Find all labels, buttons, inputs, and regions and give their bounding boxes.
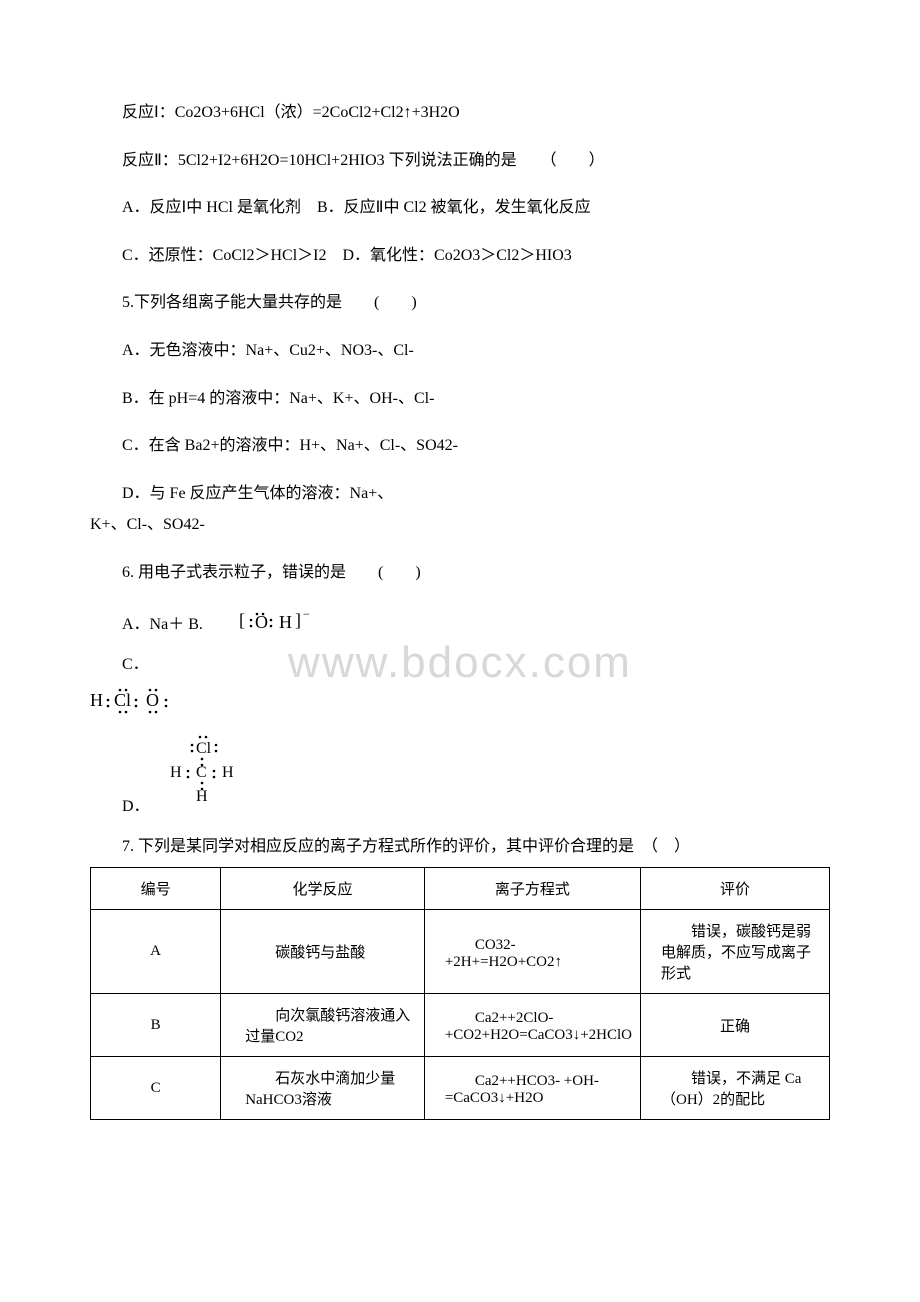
svg-text:C: C — [196, 764, 207, 781]
svg-text:]: ] — [295, 610, 301, 630]
th-reaction: 化学反应 — [221, 868, 425, 910]
svg-text:Cl: Cl — [114, 690, 131, 710]
q6-a-prefix: A．Na＋ B. — [122, 616, 203, 633]
document-body: 反应Ⅰ：Co2O3+6HCl（浓）=2CoCl2+Cl2↑+3H2O 反应Ⅱ：5… — [90, 100, 830, 1120]
table-row: B 向次氯酸钙溶液通入过量CO2 Ca2++2ClO- +CO2+H2O=CaC… — [91, 994, 830, 1057]
cell-eval: 错误，不满足 Ca（OH）2的配比 — [640, 1057, 829, 1120]
svg-text:[: [ — [239, 610, 245, 630]
hydroxide-lewis-icon: [ O H ] − — [207, 608, 329, 643]
q5-option-b: B．在 pH=4 的溶液中：Na+、K+、OH-、Cl- — [90, 386, 830, 412]
th-id: 编号 — [91, 868, 221, 910]
q6-option-ab: A．Na＋ B. [ O H ] − — [90, 608, 830, 643]
cell-reaction: 碳酸钙与盐酸 — [221, 910, 425, 994]
cell-ionic: CO32- +2H+=H2O+CO2↑ — [424, 910, 640, 994]
cell-id: A — [91, 910, 221, 994]
svg-text:H: H — [90, 690, 103, 710]
cell-eval: 错误，碳酸钙是弱电解质，不应写成离子形式 — [640, 910, 829, 994]
cell-reaction: 向次氯酸钙溶液通入过量CO2 — [221, 994, 425, 1057]
svg-text:O: O — [255, 612, 268, 632]
hclo-lewis-icon: H Cl O — [90, 684, 830, 719]
cell-ionic: Ca2++HCO3- +OH- =CaCO3↓+H2O — [424, 1057, 640, 1120]
q5-option-d-cont: K+、Cl-、SO42- — [90, 512, 830, 538]
th-eval: 评价 — [640, 868, 829, 910]
cell-id: B — [91, 994, 221, 1057]
q5-option-d: D．与 Fe 反应产生气体的溶液：Na+、 — [90, 481, 830, 507]
q6-option-d-wrap: Cl H C H H D． — [122, 733, 830, 816]
cell-reaction: 石灰水中滴加少量 NaHCO3溶液 — [221, 1057, 425, 1120]
svg-text:H: H — [196, 788, 208, 803]
q5-option-c: C．在含 Ba2+的溶液中：H+、Na+、Cl-、SO42- — [90, 433, 830, 459]
q4-option-a: A．反应Ⅰ中 HCl 是氧化剂 B．反应Ⅱ中 Cl2 被氧化，发生氧化反应 — [90, 195, 830, 221]
svg-text:H: H — [279, 612, 292, 632]
svg-text:H: H — [222, 764, 234, 781]
svg-text:Cl: Cl — [196, 740, 212, 757]
svg-text:O: O — [146, 690, 159, 710]
cell-ionic: Ca2++2ClO- +CO2+H2O=CaCO3↓+2HClO — [424, 994, 640, 1057]
q7-stem: 7. 下列是某同学对相应反应的离子方程式所作的评价，其中评价合理的是 （ ） — [90, 834, 830, 860]
table-header-row: 编号 化学反应 离子方程式 评价 — [91, 868, 830, 910]
th-ionic: 离子方程式 — [424, 868, 640, 910]
cell-id: C — [91, 1057, 221, 1120]
table-row: C 石灰水中滴加少量 NaHCO3溶液 Ca2++HCO3- +OH- =CaC… — [91, 1057, 830, 1120]
q6-stem: 6. 用电子式表示粒子，错误的是 ( ) — [90, 560, 830, 586]
q5-option-a: A．无色溶液中：Na+、Cu2+、NO3-、Cl- — [90, 338, 830, 364]
q7-table: 编号 化学反应 离子方程式 评价 A 碳酸钙与盐酸 CO32- +2H+=H2O… — [90, 867, 830, 1120]
svg-text:H: H — [170, 764, 182, 781]
table-row: A 碳酸钙与盐酸 CO32- +2H+=H2O+CO2↑ 错误，碳酸钙是弱电解质… — [91, 910, 830, 994]
q6-option-c: C． — [90, 652, 830, 678]
svg-text:−: − — [303, 608, 310, 621]
q5-stem: 5.下列各组离子能大量共存的是 ( ) — [90, 290, 830, 316]
q4-option-c: C．还原性：CoCl2＞HCl＞I2 D．氧化性：Co2O3＞Cl2＞HIO3 — [90, 243, 830, 269]
reaction-2: 反应Ⅱ：5Cl2+I2+6H2O=10HCl+2HIO3 下列说法正确的是 （ … — [90, 148, 830, 174]
cell-eval: 正确 — [640, 994, 829, 1057]
reaction-1: 反应Ⅰ：Co2O3+6HCl（浓）=2CoCl2+Cl2↑+3H2O — [90, 100, 830, 126]
